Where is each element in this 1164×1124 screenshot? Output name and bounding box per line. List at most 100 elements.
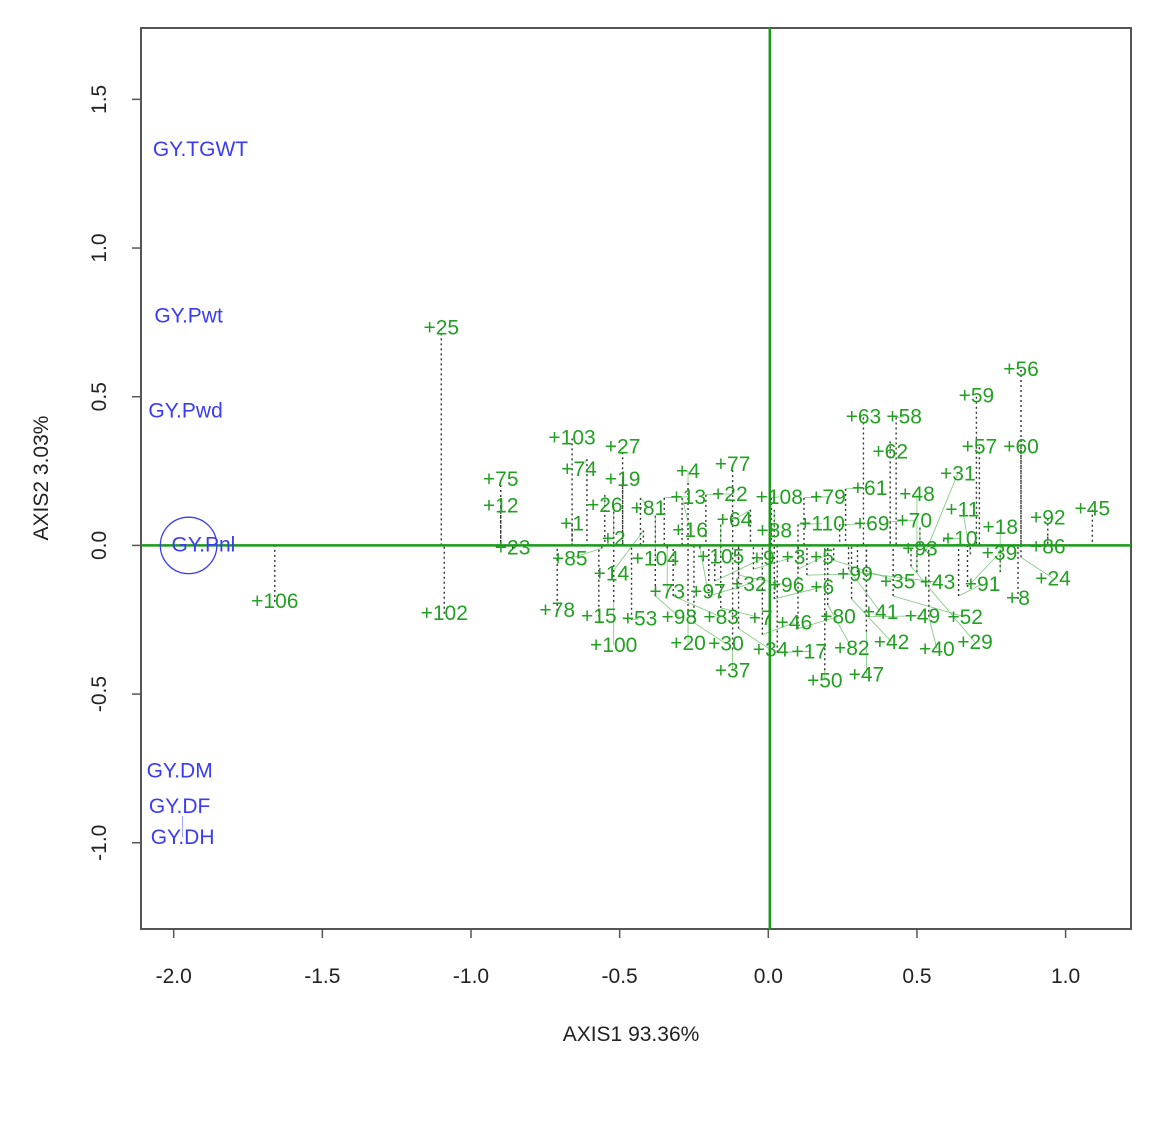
variable-label: GY.DF: [149, 795, 210, 818]
point-label: +96: [769, 574, 805, 597]
point-label: +23: [495, 536, 531, 559]
label-leader-line: [753, 556, 794, 570]
point-label: +37: [715, 659, 751, 682]
variable-label: GY.Pwt: [154, 304, 223, 327]
x-tick-label: 0.5: [902, 965, 931, 988]
point-label: +25: [423, 316, 459, 339]
point-label: +6: [810, 576, 834, 599]
point-label: +63: [846, 406, 882, 429]
label-leader-line: [797, 556, 823, 570]
point-label: +59: [959, 385, 995, 408]
label-leader-line: [777, 651, 810, 653]
point-label: +12: [483, 495, 519, 518]
point-label: +61: [852, 477, 888, 500]
point-label: +56: [1003, 358, 1039, 381]
label-leader-line: [851, 598, 892, 643]
point-label: +11: [945, 498, 979, 521]
label-leader-line: [738, 628, 771, 651]
point-label: +42: [874, 631, 910, 654]
y-tick-label: 0.0: [88, 531, 111, 560]
point-label: +91: [965, 573, 1001, 596]
point-label: +83: [703, 606, 739, 629]
point-label: +35: [880, 570, 916, 593]
label-leader-line: [925, 473, 959, 552]
label-leader-line: [734, 509, 751, 521]
point-label: +98: [662, 606, 698, 629]
x-tick-label: 1.0: [1051, 965, 1080, 988]
label-leader-line: [866, 615, 923, 618]
point-label: +26: [587, 494, 623, 517]
point-label: +93: [902, 538, 938, 561]
point-label: +105: [697, 546, 744, 569]
x-tick-label: -2.0: [156, 965, 192, 988]
label-leader-line: [833, 559, 898, 582]
point-label: +53: [622, 608, 658, 631]
label-leader-line: [910, 565, 976, 643]
point-label: +39: [982, 542, 1018, 565]
label-leader-line: [705, 493, 730, 496]
y-tick-label: 1.5: [88, 85, 111, 114]
point-label: +104: [632, 548, 680, 571]
point-label: +75: [483, 468, 519, 491]
label-leader-line: [803, 496, 828, 499]
label-leader-line: [967, 552, 1000, 588]
point-label: +70: [896, 510, 932, 533]
point-label: +69: [854, 513, 890, 536]
label-leader-line: [578, 458, 588, 470]
point-label: +86: [1030, 535, 1066, 558]
label-leader-line: [681, 497, 691, 530]
point-label: +73: [649, 580, 685, 603]
point-label: +15: [581, 605, 617, 628]
label-leader-line: [798, 523, 823, 525]
point-label: +57: [962, 435, 998, 458]
point-label: +85: [552, 547, 588, 570]
label-leader-line: [771, 496, 780, 499]
point-label: +5: [810, 546, 834, 569]
point-label: +10: [942, 527, 978, 550]
variable-labels: GY.TGWT GY.Pwt GY.Pwd GY.Pnl GY.DM GY.DF GY.DH: [147, 138, 249, 849]
point-label: +4: [676, 460, 700, 483]
point-labels: +25 +103 +27 +74 +75 +19 +12 +26 +81+2 +13 +16 +4 +2…: [251, 316, 1110, 692]
point-label: +45: [1075, 498, 1111, 521]
point-label: +49: [905, 605, 941, 628]
point-label: +7: [749, 607, 773, 630]
point-label: +34: [753, 639, 789, 662]
point-label: +99: [837, 563, 873, 586]
point-label: +13: [670, 486, 706, 509]
label-leader-line: [611, 530, 644, 574]
point-label: +24: [1035, 567, 1071, 590]
point-label: +27: [605, 435, 641, 458]
y-tick-label: -0.5: [88, 676, 111, 712]
point-label: +58: [886, 406, 922, 429]
point-label: +100: [590, 634, 637, 657]
point-label: +9: [751, 547, 775, 570]
point-label: +43: [920, 571, 956, 594]
label-leader-line: [569, 547, 602, 559]
label-leader-line: [631, 618, 640, 621]
variable-label: GY.DM: [147, 759, 213, 782]
point-label: +16: [672, 519, 708, 542]
point-label: +110: [799, 513, 845, 536]
label-leader-line: [845, 487, 870, 490]
label-leader-line: [797, 616, 839, 630]
label-leader-line: [762, 622, 795, 635]
point-label: +31: [940, 462, 976, 485]
variable-label: GY.Pwd: [148, 400, 222, 423]
point-label: +2: [602, 528, 626, 551]
label-leader-line: [1020, 556, 1054, 579]
variable-circle-marker: [159, 516, 218, 575]
label-leader-line: [699, 548, 709, 592]
label-leader-line: [848, 568, 881, 613]
label-leader-line: [839, 523, 872, 525]
point-label: +102: [421, 602, 468, 625]
point-label: +30: [708, 633, 744, 656]
point-label: +17: [791, 640, 827, 663]
point-label: +3: [781, 546, 805, 569]
point-label: +97: [690, 580, 726, 603]
label-leader-line: [857, 571, 938, 583]
point-label: +82: [834, 637, 870, 660]
y-tick-label: -1.0: [88, 825, 111, 861]
point-label: +20: [670, 632, 706, 655]
plot-frame: [140, 27, 1132, 930]
